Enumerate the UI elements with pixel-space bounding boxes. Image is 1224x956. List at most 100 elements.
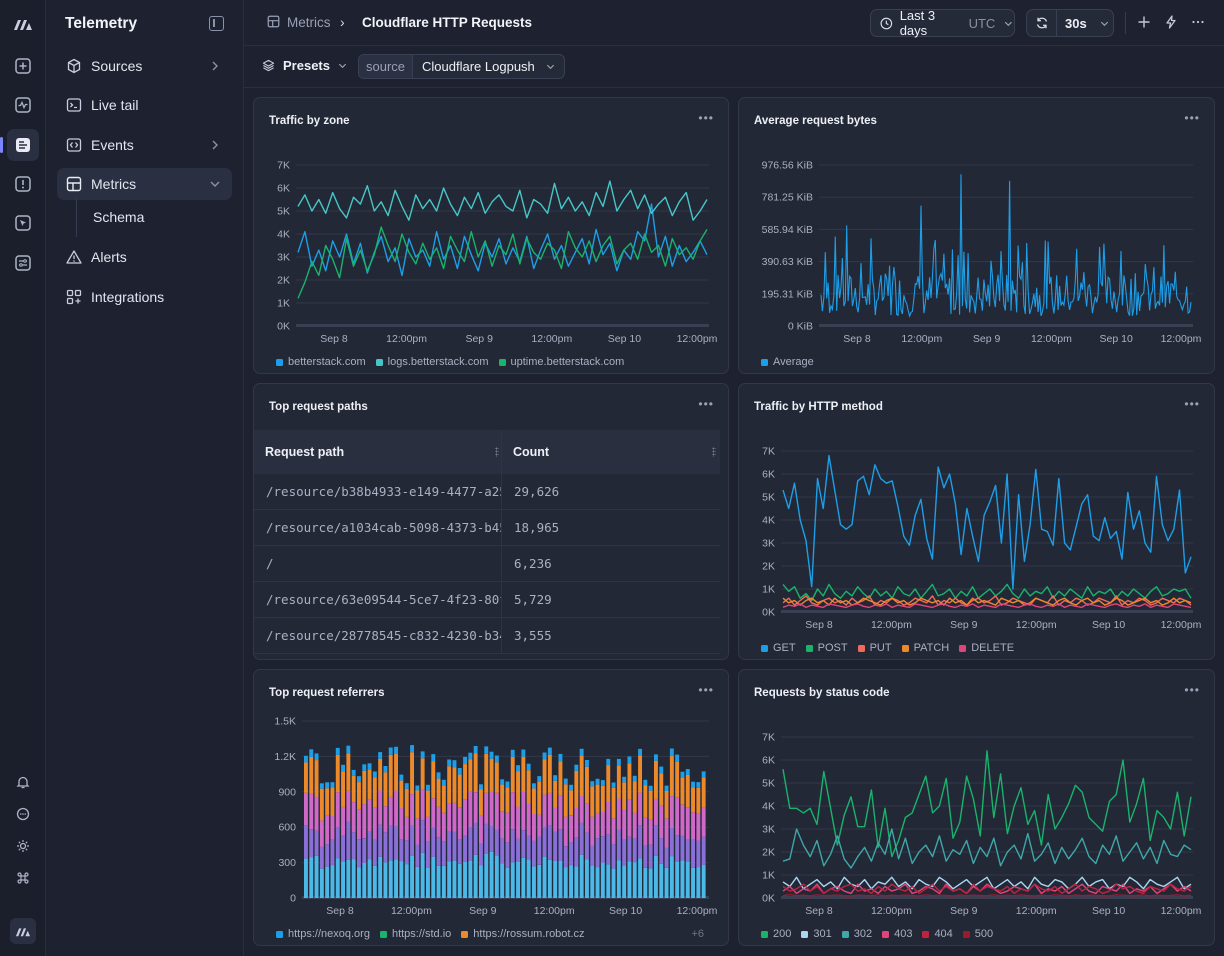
sidebar-item-live-tail[interactable]: Live tail (57, 89, 232, 121)
bar-segment (309, 749, 314, 757)
workspace-logo-icon[interactable] (10, 918, 36, 944)
y-tick-label: 4K (762, 515, 775, 527)
bar-segment (357, 809, 361, 839)
legend-item[interactable]: PATCH (901, 642, 949, 654)
bar-segment (399, 861, 404, 898)
legend-item[interactable]: 403 (882, 928, 912, 940)
bar-segment (579, 822, 584, 855)
table-row[interactable]: /resource/a1034cab-5098-4373-b452-... 18,… (254, 510, 720, 546)
legend-item[interactable]: betterstack.com (276, 356, 366, 368)
bar-segment (611, 782, 616, 788)
bar-segment (510, 862, 515, 898)
legend-item[interactable]: https://nexoq.org (276, 928, 370, 940)
legend-item[interactable]: https://rossum.robot.cz (461, 928, 585, 940)
bar-segment (526, 770, 531, 804)
legend-item[interactable]: 500 (962, 928, 993, 940)
logo-icon[interactable] (7, 8, 39, 40)
card-menu-icon[interactable]: ••• (1184, 683, 1200, 697)
time-range-picker[interactable]: Last 3 days UTC (870, 8, 1015, 38)
card-menu-icon[interactable]: ••• (1184, 397, 1200, 411)
sidebar-item-integrations[interactable]: Integrations (57, 281, 232, 313)
card-menu-icon[interactable]: ••• (698, 111, 714, 125)
legend-item[interactable]: https://std.io (379, 928, 451, 940)
plus-square-icon[interactable] (7, 50, 39, 82)
table-row[interactable]: / 6,236 (254, 546, 720, 582)
alert-square-icon[interactable] (7, 168, 39, 200)
legend-item[interactable]: 404 (922, 928, 953, 940)
legend-item[interactable]: uptime.betterstack.com (498, 356, 624, 368)
bar-segment (372, 865, 377, 898)
legend-item[interactable]: logs.betterstack.com (375, 356, 489, 368)
card-menu-icon[interactable]: ••• (698, 397, 714, 411)
legend-item[interactable]: Average (761, 356, 814, 368)
column-resize-handle[interactable] (712, 447, 716, 457)
table-row[interactable]: /resource/28778545-c832-4230-b34d... 3,55… (254, 618, 720, 654)
bar-segment (319, 846, 324, 869)
more-icon[interactable] (1190, 14, 1206, 30)
sidebar-subitem-schema[interactable]: Schema (93, 209, 145, 225)
bar-segment (494, 762, 499, 793)
refresh-icon[interactable] (1027, 10, 1057, 36)
sun-icon[interactable] (7, 830, 39, 862)
bar-segment (600, 836, 605, 863)
legend-item[interactable]: GET (761, 642, 796, 654)
card-menu-icon[interactable]: ••• (698, 683, 714, 697)
y-tick-label: 6K (762, 755, 775, 767)
legend-item[interactable]: DELETE (959, 642, 1014, 654)
bar-segment (664, 847, 669, 868)
bar-segment (335, 747, 340, 755)
settings-square-icon[interactable] (7, 247, 39, 279)
bar-segment (532, 866, 536, 898)
sidebar-item-alerts[interactable]: Alerts (57, 241, 232, 273)
column-header-count[interactable]: Count (502, 430, 720, 474)
bar-segment (383, 766, 388, 773)
bar-segment (479, 784, 483, 790)
bar-segment (431, 856, 436, 898)
sidebar-item-metrics[interactable]: Metrics (57, 168, 232, 200)
sidebar-item-sources[interactable]: Sources (57, 50, 232, 82)
activity-icon[interactable] (7, 89, 39, 121)
card-menu-icon[interactable]: ••• (1184, 111, 1200, 125)
bar-segment (505, 812, 510, 843)
bar-segment (457, 774, 462, 808)
bar-segment (569, 784, 573, 791)
bell-icon[interactable] (7, 766, 39, 798)
y-tick-label: 7K (277, 160, 290, 172)
sidebar-item-events[interactable]: Events (57, 129, 232, 161)
command-icon[interactable] (7, 862, 39, 894)
bar-segment (547, 754, 552, 793)
refresh-control[interactable]: 30s (1026, 9, 1114, 37)
time-range-label: Last 3 days (899, 8, 936, 38)
column-resize-handle[interactable] (495, 447, 499, 457)
logs-icon[interactable] (0, 129, 39, 161)
bar-segment (441, 785, 446, 813)
series-line-200 (782, 750, 1192, 858)
bar-segment (664, 818, 669, 848)
legend-item[interactable]: POST (805, 642, 848, 654)
column-header-request-path[interactable]: Request path (254, 430, 502, 474)
cursor-square-icon[interactable] (7, 207, 39, 239)
legend-item[interactable]: 301 (801, 928, 832, 940)
bar-segment (526, 763, 531, 771)
lightning-icon[interactable] (1163, 14, 1179, 30)
table-row[interactable]: /resource/b38b4933-e149-4477-a256... 29,6… (254, 474, 720, 510)
bar-segment (420, 758, 425, 790)
bar-segment (606, 802, 611, 835)
legend-more-count[interactable]: +6 (691, 928, 704, 940)
x-tick-label: 12:00pm (534, 905, 575, 917)
chat-icon[interactable] (7, 798, 39, 830)
chart-card-traffic-by-zone: Traffic by zone ••• 0K 1K 2K 3K 4K 5K 6K 7K Sep … (253, 97, 729, 374)
bar-segment (367, 763, 372, 770)
collapse-sidebar-icon[interactable] (209, 16, 224, 31)
breadcrumb-metrics[interactable]: Metrics (287, 15, 331, 30)
source-filter[interactable]: source Cloudflare Logpush (358, 54, 565, 79)
plus-icon[interactable] (1136, 14, 1152, 30)
sidebar-title: Telemetry (65, 15, 138, 32)
table-row[interactable]: /resource/63e09544-5ce7-4f23-80fc-... 5,7… (254, 582, 720, 618)
legend-item[interactable]: PUT (857, 642, 892, 654)
chart-card-top-request-referrers: Top request referrers ••• 0 300 600 900 1.2K… (253, 669, 729, 946)
presets-dropdown[interactable]: Presets (262, 58, 348, 73)
legend-item[interactable]: 200 (761, 928, 791, 940)
legend-item[interactable]: 302 (841, 928, 872, 940)
bar-segment (638, 748, 642, 756)
